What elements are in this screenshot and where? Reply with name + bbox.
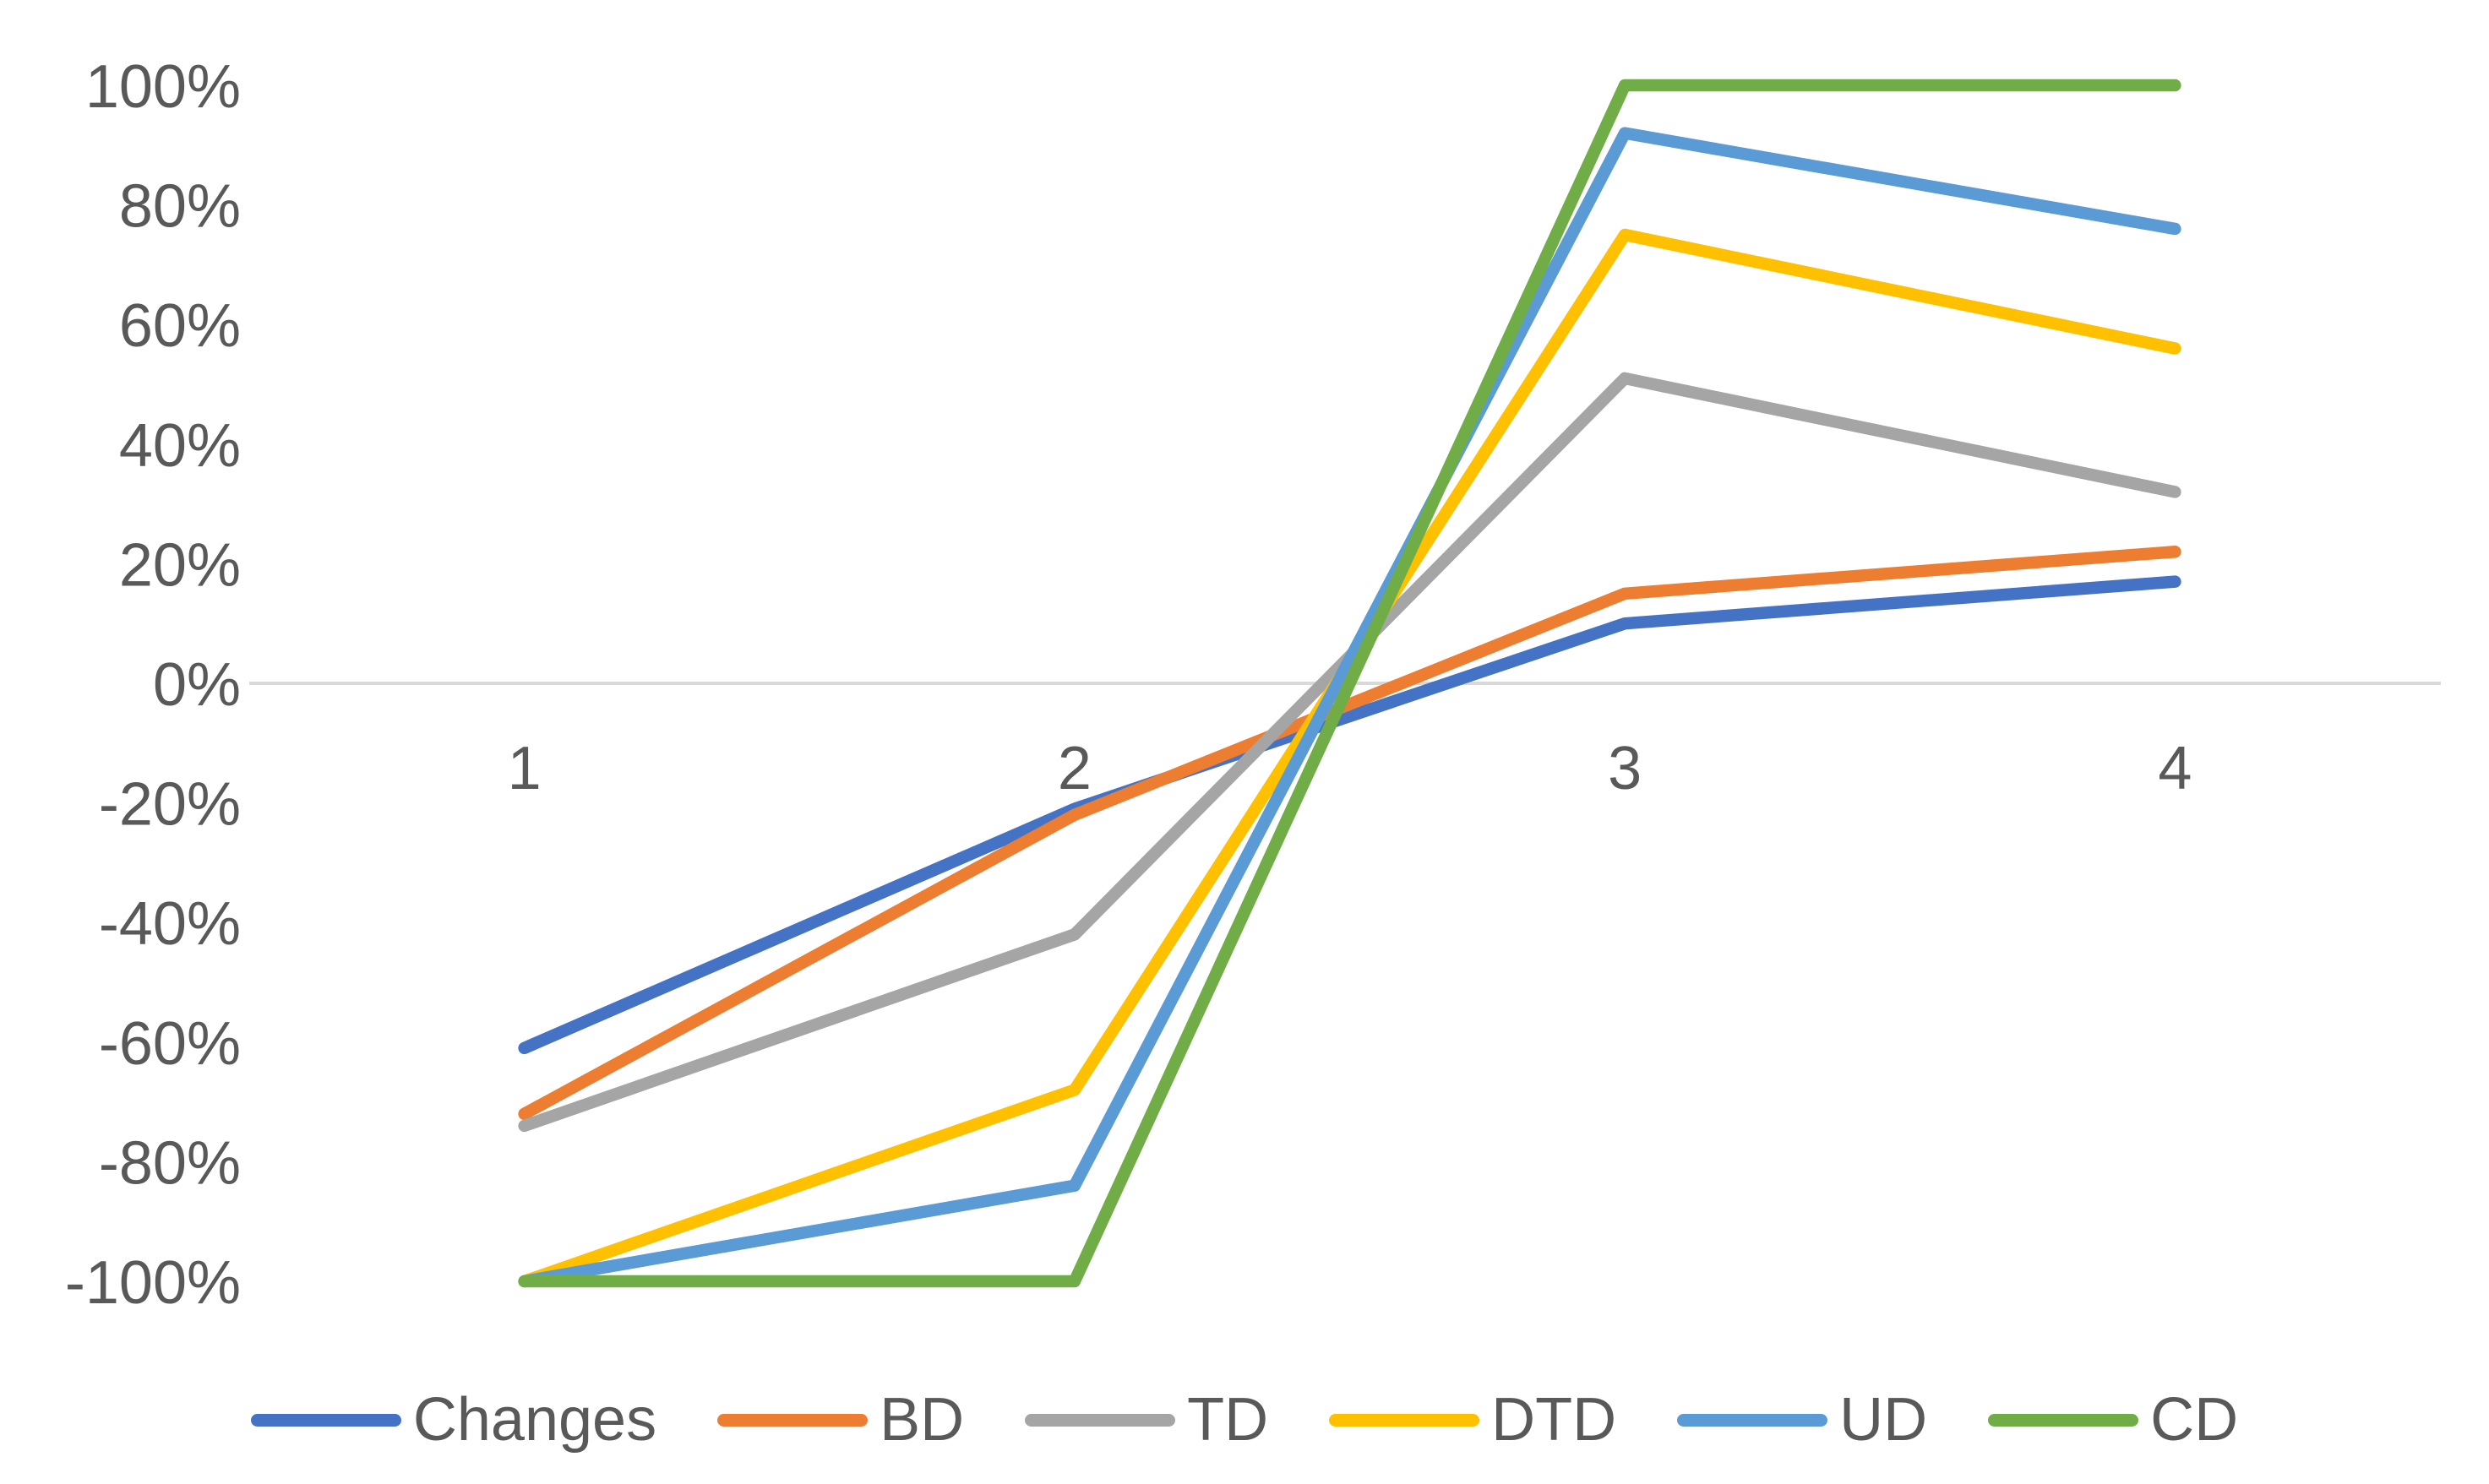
legend-label: DTD — [1491, 1386, 1617, 1454]
legend-swatch-ud — [1677, 1413, 1828, 1427]
legend-item-td: TD — [1025, 1389, 1268, 1450]
series-line-bd — [518, 545, 2181, 1121]
y-axis-tick-label: -20% — [99, 771, 241, 839]
legend-label: CD — [2150, 1386, 2239, 1454]
legend-label: TD — [1187, 1386, 1269, 1454]
legend-swatch-td — [1025, 1413, 1176, 1427]
series-line-dtd — [518, 228, 2181, 1288]
legend-item-cd: CD — [1988, 1389, 2238, 1450]
y-axis-tick-label: 60% — [119, 292, 241, 360]
x-axis-tick-label: 1 — [508, 735, 542, 802]
legend-label: Changes — [412, 1386, 657, 1454]
legend-item-changes: Changes — [250, 1386, 657, 1454]
legend-swatch-cd — [1988, 1413, 2139, 1427]
series-line-td — [518, 372, 2181, 1133]
legend-swatch-bd — [717, 1413, 869, 1427]
series-line-cd — [518, 79, 2181, 1288]
legend-label: UD — [1839, 1386, 1928, 1454]
x-axis-tick-label: 4 — [2158, 735, 2192, 802]
y-axis-tick-label: 20% — [119, 531, 241, 599]
y-axis-tick-label: -100% — [65, 1249, 241, 1317]
legend-swatch-dtd — [1329, 1413, 1480, 1427]
y-axis-tick-label: 40% — [119, 412, 241, 480]
series-line-ud — [518, 127, 2181, 1288]
legend-item-dtd: DTD — [1329, 1389, 1616, 1450]
legend-item-bd: BD — [717, 1389, 964, 1450]
x-axis-tick-label: 3 — [1608, 735, 1642, 802]
y-axis-tick-label: 0% — [153, 651, 241, 719]
y-axis-tick-label: 100% — [85, 53, 241, 121]
y-axis-tick-label: 80% — [119, 173, 241, 241]
legend-swatch-changes — [250, 1413, 401, 1427]
legend-label: BD — [880, 1386, 965, 1454]
x-axis-tick-label: 2 — [1058, 735, 1092, 802]
y-axis-tick-label: -40% — [99, 890, 241, 958]
legend-item-ud: UD — [1677, 1389, 1927, 1450]
y-axis-tick-label: -60% — [99, 1010, 241, 1078]
chart-legend: Changes BD TD DTD UD CD — [0, 1389, 2489, 1450]
y-axis-tick-label: -80% — [99, 1129, 241, 1197]
series-line-changes — [518, 575, 2181, 1055]
